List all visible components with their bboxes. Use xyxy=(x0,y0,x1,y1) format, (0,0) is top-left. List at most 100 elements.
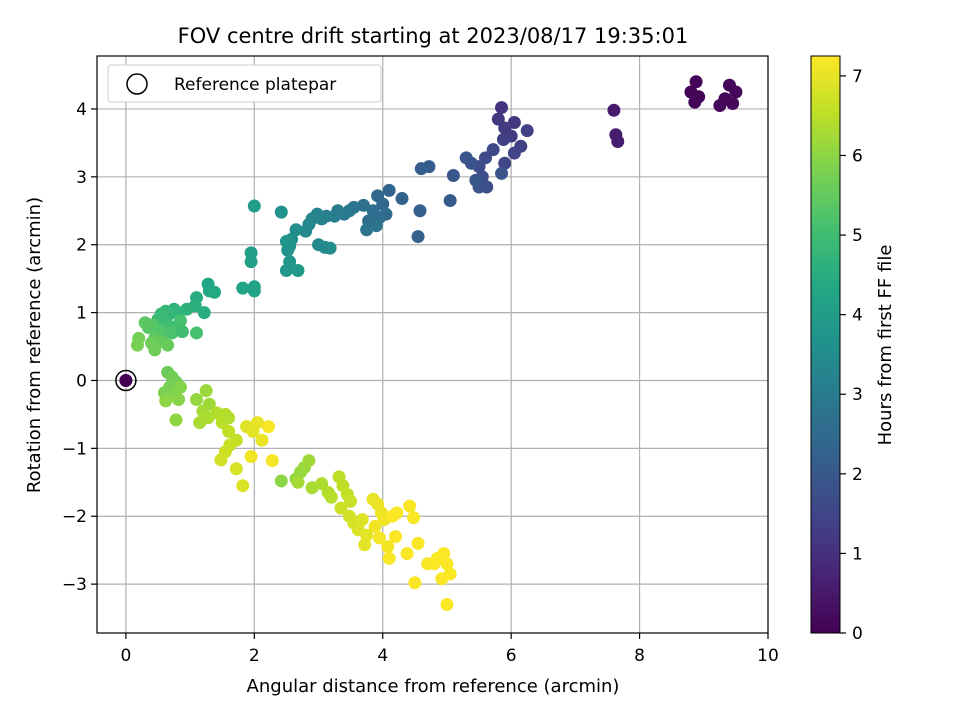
data-point xyxy=(159,394,173,408)
colorbar-tick-label: 3 xyxy=(852,385,863,405)
grid-lines xyxy=(97,56,769,633)
data-point xyxy=(446,168,460,182)
colorbar-ticks: 0 1 2 3 4 5 6 7 xyxy=(840,67,863,644)
colorbar-tick-label: 5 xyxy=(852,226,863,246)
x-tick-label: 6 xyxy=(506,646,517,666)
colorbar-tick-label: 4 xyxy=(852,306,863,326)
data-point xyxy=(496,132,510,146)
legend-box xyxy=(107,64,382,103)
data-point xyxy=(371,189,385,203)
data-point xyxy=(366,204,380,218)
colorbar-tick-label: 0 xyxy=(852,624,863,644)
data-point xyxy=(274,474,288,488)
x-axis-label: Angular distance from reference (arcmin) xyxy=(247,676,620,697)
x-tick-label: 10 xyxy=(757,646,779,666)
data-point xyxy=(291,264,305,278)
data-point xyxy=(222,424,236,438)
data-point xyxy=(435,572,449,586)
data-point xyxy=(244,255,258,269)
colorbar-tick-label: 1 xyxy=(852,544,863,564)
colorbar-tick-label: 7 xyxy=(852,67,863,87)
data-point xyxy=(390,506,404,520)
x-tick-label: 8 xyxy=(634,646,645,666)
data-point xyxy=(199,384,213,398)
data-point xyxy=(279,234,293,248)
data-point xyxy=(229,462,243,476)
data-point xyxy=(440,557,454,571)
y-tick-label: 2 xyxy=(76,236,87,256)
data-point xyxy=(138,316,152,330)
data-point xyxy=(498,156,512,170)
data-point xyxy=(607,103,621,117)
data-point xyxy=(299,224,313,238)
data-point xyxy=(279,264,293,278)
data-point xyxy=(507,146,521,160)
data-point xyxy=(324,490,338,504)
data-point xyxy=(161,338,175,352)
data-point xyxy=(344,494,358,508)
data-point xyxy=(407,511,421,525)
data-point xyxy=(169,413,183,427)
data-point xyxy=(172,392,186,406)
data-point xyxy=(373,531,387,545)
data-point xyxy=(400,547,414,561)
data-point xyxy=(208,285,222,299)
data-point xyxy=(486,143,500,157)
data-point xyxy=(495,166,509,180)
y-tick-label: 3 xyxy=(76,168,87,188)
data-point xyxy=(222,411,236,425)
data-point xyxy=(382,183,396,197)
data-point xyxy=(520,124,534,138)
data-point xyxy=(413,204,427,218)
data-point xyxy=(389,530,403,544)
reference-marker xyxy=(115,369,137,392)
data-point xyxy=(355,513,369,527)
data-point xyxy=(688,95,702,109)
colorbar-label: Hours from first FF file xyxy=(875,245,896,446)
data-point xyxy=(247,284,261,298)
x-axis-ticks: 0 2 4 6 8 10 xyxy=(120,633,779,666)
data-point xyxy=(323,241,337,255)
data-point xyxy=(190,392,204,406)
data-point xyxy=(395,192,409,206)
chart-title: FOV centre drift starting at 2023/08/17 … xyxy=(178,24,689,48)
reference-ring xyxy=(115,369,137,392)
data-point xyxy=(360,223,374,237)
data-point xyxy=(261,420,275,434)
data-point xyxy=(251,416,265,430)
data-point xyxy=(334,501,348,515)
data-point xyxy=(255,433,269,447)
data-point xyxy=(459,151,473,165)
data-point xyxy=(411,230,425,244)
data-point xyxy=(382,551,396,565)
y-tick-label: 0 xyxy=(76,371,87,391)
data-point xyxy=(244,450,258,464)
colorbar-gradient xyxy=(810,55,841,634)
data-point xyxy=(214,453,228,467)
x-tick-label: 4 xyxy=(377,646,388,666)
data-point xyxy=(403,499,417,513)
legend-entry-reference: Reference platepar xyxy=(174,75,336,95)
data-point xyxy=(440,597,454,611)
y-tick-label: −1 xyxy=(62,439,87,459)
data-point xyxy=(130,338,144,352)
data-point xyxy=(507,116,521,130)
data-point xyxy=(443,194,457,208)
data-point xyxy=(173,314,187,328)
data-point xyxy=(729,85,743,99)
y-tick-label: 4 xyxy=(76,100,87,120)
y-axis-ticks: −3 −2 −1 0 1 2 3 4 xyxy=(62,100,97,595)
legend: Reference platepar xyxy=(107,64,382,103)
data-point xyxy=(427,557,441,571)
data-point xyxy=(469,173,483,187)
data-point xyxy=(360,528,374,542)
data-point xyxy=(368,519,382,533)
data-point xyxy=(302,454,316,468)
colorbar-tick-label: 6 xyxy=(852,146,863,166)
data-point xyxy=(190,326,204,340)
data-point xyxy=(437,547,451,561)
data-point xyxy=(411,536,425,550)
y-axis-label: Rotation from reference (arcmin) xyxy=(24,197,45,493)
x-tick-label: 0 xyxy=(120,646,131,666)
